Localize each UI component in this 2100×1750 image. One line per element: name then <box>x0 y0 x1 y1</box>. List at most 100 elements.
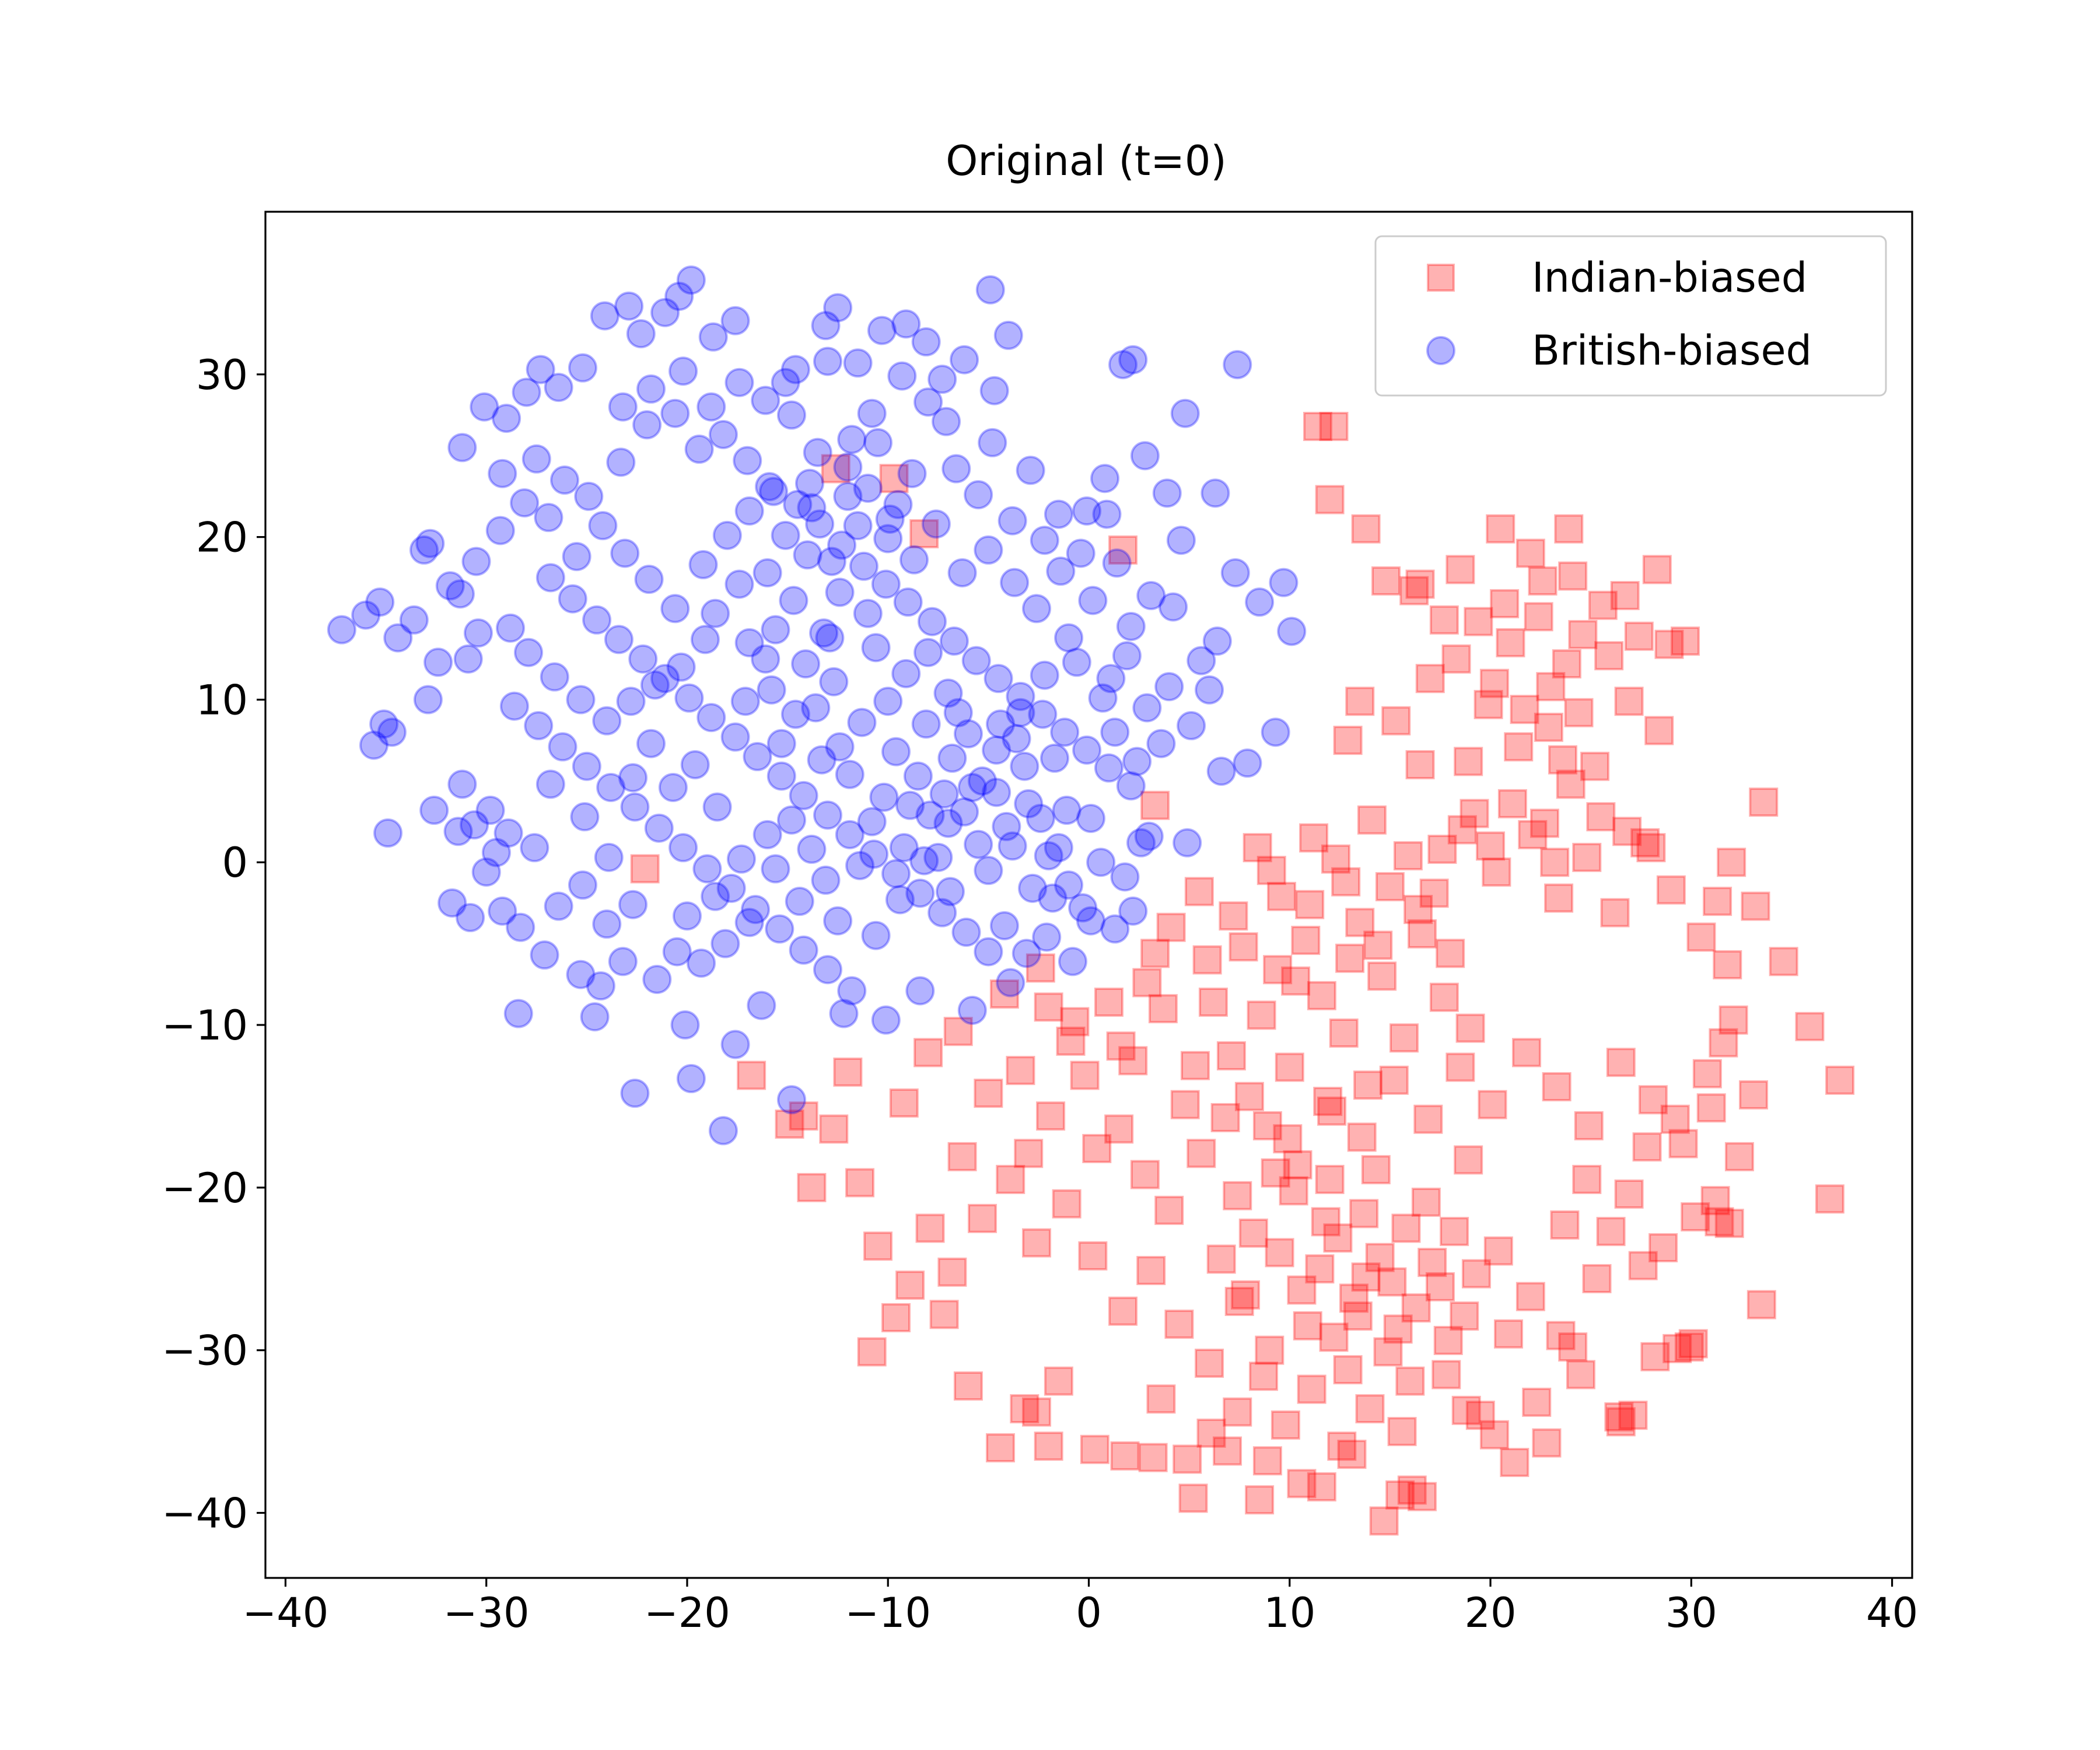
data-point <box>1636 833 1666 863</box>
legend-label-indian-biased: Indian-biased <box>1532 254 1807 302</box>
data-point <box>833 452 863 482</box>
data-point <box>1407 919 1437 949</box>
data-point <box>905 878 935 908</box>
data-point <box>1411 1187 1441 1217</box>
data-point <box>1058 947 1087 977</box>
data-point <box>737 1060 766 1090</box>
data-point <box>1200 478 1230 508</box>
data-point <box>604 625 634 654</box>
data-point <box>1566 1360 1595 1390</box>
data-point <box>1223 1181 1252 1210</box>
data-point <box>1054 870 1084 900</box>
data-point <box>1542 1072 1572 1101</box>
data-point <box>620 792 650 822</box>
data-point <box>1321 844 1350 874</box>
data-point <box>660 398 690 428</box>
data-point <box>1580 751 1610 781</box>
data-point <box>1090 464 1120 494</box>
x-tick-label: 20 <box>1464 1589 1516 1637</box>
data-point <box>1510 695 1539 724</box>
data-point <box>1287 1275 1317 1305</box>
data-point <box>1118 345 1148 374</box>
data-point <box>1293 1311 1322 1340</box>
data-point <box>1261 1158 1290 1188</box>
data-point <box>1540 848 1570 877</box>
data-point <box>789 780 818 810</box>
data-point <box>747 991 776 1020</box>
x-tick-label: −20 <box>644 1589 730 1637</box>
data-point <box>861 633 891 663</box>
data-point <box>1436 939 1465 968</box>
data-point <box>950 345 979 374</box>
data-point <box>492 404 522 433</box>
data-point <box>1343 1301 1373 1331</box>
data-point <box>369 709 399 739</box>
data-point <box>1351 514 1381 544</box>
data-point <box>608 947 638 977</box>
data-point <box>608 392 638 422</box>
data-point <box>618 890 648 919</box>
data-point <box>1486 514 1516 544</box>
data-point <box>1252 1446 1282 1476</box>
data-point <box>811 311 841 341</box>
data-point <box>1076 906 1105 936</box>
data-point <box>610 538 640 568</box>
data-point <box>1345 687 1375 716</box>
data-point <box>1242 833 1272 863</box>
data-point <box>881 737 911 766</box>
data-point <box>835 760 864 789</box>
data-point <box>1367 961 1397 991</box>
data-point <box>572 751 601 781</box>
data-point <box>1558 561 1588 591</box>
data-point <box>849 551 878 581</box>
data-point <box>1534 712 1563 742</box>
legend-marker-british-biased <box>1426 336 1455 365</box>
data-point <box>730 687 760 716</box>
data-point <box>1054 623 1084 653</box>
data-point <box>881 1303 911 1332</box>
x-tick-label: 40 <box>1866 1589 1918 1637</box>
data-point <box>793 540 822 570</box>
data-point <box>957 772 987 802</box>
data-point <box>383 623 413 653</box>
data-point <box>917 607 947 636</box>
data-point <box>1269 568 1298 597</box>
data-point <box>815 623 845 653</box>
data-point <box>1148 994 1178 1024</box>
data-point <box>734 496 764 526</box>
data-point <box>1116 611 1146 641</box>
data-point <box>1419 878 1449 908</box>
data-point <box>1002 724 1031 754</box>
data-point <box>701 881 730 911</box>
data-point <box>998 506 1027 536</box>
data-point <box>687 949 716 978</box>
data-point <box>837 976 867 1006</box>
data-point <box>1612 817 1642 846</box>
data-point <box>1404 895 1433 925</box>
data-point <box>765 914 794 944</box>
data-point <box>438 888 467 918</box>
data-point <box>660 594 690 624</box>
data-point <box>947 1142 977 1171</box>
data-point <box>1108 350 1138 380</box>
data-point <box>481 838 511 867</box>
data-point <box>1140 939 1170 968</box>
data-point <box>1136 1256 1166 1286</box>
data-point <box>616 687 646 716</box>
data-point <box>797 834 827 864</box>
data-point <box>1220 558 1250 587</box>
data-point <box>1172 1444 1202 1474</box>
data-point <box>1582 1264 1612 1293</box>
data-point <box>453 644 483 674</box>
data-point <box>1769 947 1798 977</box>
data-point <box>889 1088 919 1118</box>
data-point <box>606 447 636 477</box>
data-point <box>680 750 710 779</box>
data-point <box>1012 939 1041 968</box>
data-point <box>903 761 933 791</box>
data-point <box>989 979 1019 1009</box>
data-point <box>847 708 877 737</box>
data-point <box>933 678 963 708</box>
data-point <box>1112 641 1142 671</box>
data-point <box>1270 1410 1300 1440</box>
